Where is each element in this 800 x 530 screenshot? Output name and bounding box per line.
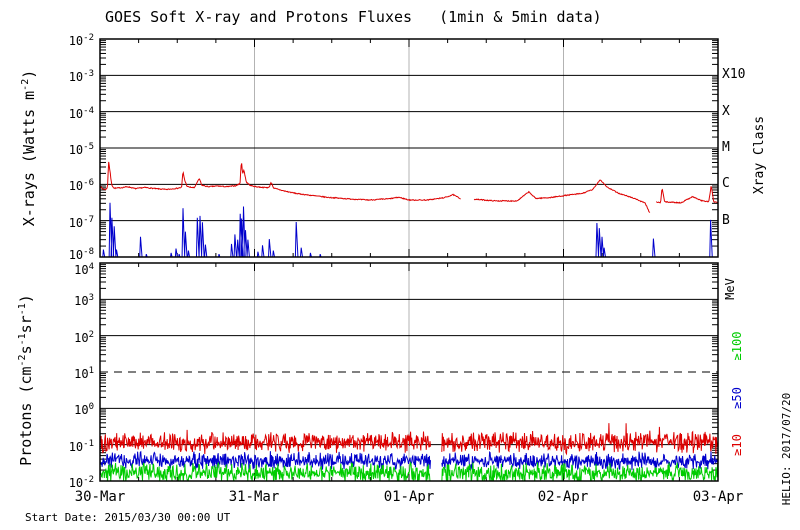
protons-axis-title: Protons (cm-2s-1sr-1): [17, 294, 35, 466]
y-tick-label: 10-5: [68, 142, 94, 157]
xray-class-x: X: [722, 104, 730, 119]
y-tick-label: 104: [74, 262, 94, 277]
protons-ge50MeV-series: [100, 450, 718, 471]
y-tick-label: 10-2: [68, 33, 94, 48]
x-tick-label-1: 31-Mar: [228, 489, 280, 505]
y-tick-label: 10-4: [68, 105, 94, 121]
y-tick-label: 10-6: [68, 178, 94, 194]
xray-panel: [99, 38, 719, 258]
y-tick-label: 100: [74, 402, 94, 418]
panel-frame: [99, 38, 719, 258]
y-tick-label: 10-8: [68, 247, 94, 262]
xray-class-axis-label: Xray Class: [752, 115, 767, 195]
chart-title: GOES Soft X-ray and Protons Fluxes (1min…: [105, 8, 602, 26]
y-tick-label: 102: [74, 329, 94, 345]
panel-frame: [99, 262, 719, 482]
protons-panel: [99, 262, 719, 482]
x-tick-label-0: 30-Mar: [74, 489, 126, 505]
x-tick-label-2: 01-Apr: [383, 489, 435, 505]
watermark-label: HELIO: 2017/07/20: [780, 392, 793, 506]
xray-class-b: B: [722, 213, 730, 228]
y-tick-label: 101: [74, 366, 94, 381]
y-tick-label: 10-1: [68, 438, 94, 454]
xray-long-series: [100, 161, 718, 213]
y-tick-label: 10-7: [68, 214, 94, 230]
protons-ge100MeV-series: [100, 461, 718, 481]
x-tick-label-4: 03-Apr: [692, 489, 744, 505]
start-date-label: Start Date: 2015/03/30 00:00 UT: [25, 511, 231, 524]
y-tick-label: 103: [74, 293, 94, 309]
xray-short-series: [102, 202, 713, 257]
y-tick-label: 10-3: [68, 69, 94, 85]
protons-ge10MeV-series: [100, 423, 718, 456]
xray-class-x10: X10: [722, 67, 746, 82]
xray-class-m: M: [722, 140, 730, 155]
x-tick-label-3: 02-Apr: [537, 489, 589, 505]
protons-ge10-label: ≥10: [730, 434, 744, 456]
y-tick-label: 10-2: [68, 475, 94, 490]
xray-class-c: C: [722, 176, 730, 191]
